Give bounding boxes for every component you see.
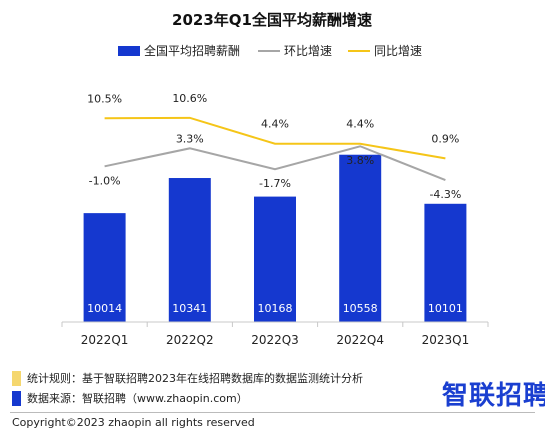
legend-swatch-0: [118, 46, 140, 56]
source-text: 数据来源：智联招聘（www.zhaopin.com）: [27, 392, 248, 405]
mom-label-0: -1.0%: [89, 174, 121, 187]
bar-2022Q4: [339, 154, 382, 322]
bar-2022Q1: [83, 213, 126, 322]
footer-source: 数据来源：智联招聘（www.zhaopin.com）: [12, 390, 248, 406]
mom-label-4: -4.3%: [429, 188, 461, 201]
legend-label-0: 全国平均招聘薪酬: [144, 43, 240, 58]
bar-2022Q3: [254, 196, 296, 322]
bar-value-label-3: 10558: [343, 302, 378, 315]
x-tick-label-2023Q1: 2023Q1: [422, 333, 470, 347]
yoy-label-3: 4.4%: [346, 118, 374, 131]
footer-divider: [10, 412, 535, 413]
mom-label-3: 3.8%: [346, 154, 374, 167]
footer-rule: 统计规则：基于智联招聘2023年在线招聘数据库的数据监测统计分析: [12, 370, 363, 386]
x-tick-label-2022Q3: 2022Q3: [251, 333, 299, 347]
yoy-line: [104, 116, 446, 160]
copyright-text: Copyright©2023 zhaopin all rights reserv…: [12, 416, 255, 429]
mom-label-1: 3.3%: [176, 132, 204, 145]
legend-label-1: 环比增速: [284, 44, 332, 58]
zhaopin-logo: 智联招聘: [442, 381, 545, 411]
x-tick-label-2022Q1: 2022Q1: [81, 333, 129, 347]
mom-label-2: -1.7%: [259, 177, 291, 190]
x-tick-label-2022Q2: 2022Q2: [166, 333, 214, 347]
yoy-label-2: 4.4%: [261, 118, 289, 131]
yoy-label-0: 10.5%: [87, 92, 122, 105]
bar-value-label-1: 10341: [172, 302, 207, 315]
rule-swatch: [12, 370, 21, 386]
yoy-label-4: 0.9%: [431, 132, 459, 145]
chart-title: 2023年Q1全国平均薪酬增速: [172, 11, 372, 29]
source-swatch: [12, 390, 21, 406]
chart: 2023年Q1全国平均薪酬增速 全国平均招聘薪酬 环比增速 同比增速 10014 10…: [61, 11, 489, 347]
legend-label-2: 同比增速: [374, 44, 422, 58]
rule-text: 统计规则：基于智联招聘2023年在线招聘数据库的数据监测统计分析: [27, 372, 363, 385]
x-axis: 2022Q1 2022Q2 2022Q3 2022Q4 2023Q1: [61, 321, 489, 347]
chart-legend: 全国平均招聘薪酬 环比增速 同比增速: [118, 43, 422, 58]
mom-line: [104, 145, 446, 182]
bar-value-label-0: 10014: [87, 302, 122, 315]
bar-value-label-2: 10168: [258, 302, 293, 315]
line-series: -1.0% 3.3% -1.7% 3.8% -4.3% 10.5% 10.6% 4.4% 4.4…: [87, 92, 461, 201]
bar-value-label-4: 10101: [428, 302, 463, 315]
bar-2023Q1: [424, 203, 467, 322]
yoy-label-1: 10.6%: [172, 92, 207, 105]
bar-2022Q2: [168, 178, 211, 322]
x-tick-label-2022Q4: 2022Q4: [336, 333, 384, 347]
bar-series: 10014 10341 10168 10558 10101: [83, 154, 467, 322]
